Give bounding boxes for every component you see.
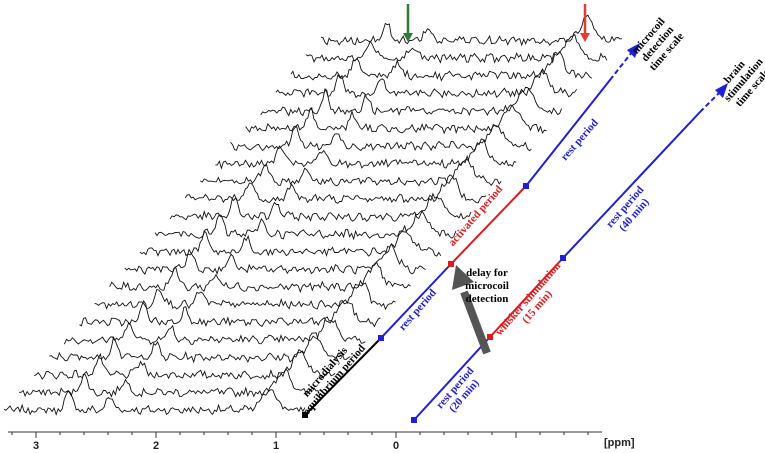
brain-dash	[699, 91, 721, 113]
label-line: rest period	[397, 287, 439, 333]
spectrum-line	[169, 192, 472, 223]
spectrum-line	[63, 316, 366, 345]
x-tick-label: 1	[273, 440, 279, 452]
spectrum-line	[33, 348, 336, 380]
spectrum-line	[49, 332, 351, 364]
label-line: delay for	[466, 267, 508, 279]
spectrum-line	[275, 68, 578, 99]
brain-node	[560, 255, 566, 261]
microcoil-node	[523, 183, 529, 189]
spectrum-line	[3, 387, 306, 416]
brain-node	[487, 334, 493, 340]
spectrum-line	[200, 154, 502, 187]
spectrum-line	[290, 50, 593, 82]
spectrum-line	[94, 282, 396, 311]
label-line: rest period	[559, 117, 601, 163]
delay-arrow-head	[452, 265, 474, 290]
spectrum-line	[139, 224, 442, 257]
x-tick-label: 0	[393, 440, 399, 452]
spectrum-line	[260, 86, 563, 117]
peak-arrow-red-head	[580, 33, 590, 42]
spectra-stack	[3, 14, 623, 416]
microcoil-arrowhead	[627, 43, 640, 58]
brain-seg-rest1	[413, 336, 491, 421]
peak-arrow-green-head	[403, 33, 413, 42]
brain-arrowhead	[715, 83, 728, 98]
spectrum-line	[245, 104, 547, 135]
microcoil-start	[302, 412, 308, 418]
label-line: detection	[466, 293, 509, 305]
spectrum-line	[184, 174, 487, 204]
spectrum-line	[230, 123, 532, 152]
brain-seg-whisker	[489, 257, 564, 338]
x-axis-label: [ppm]	[604, 437, 635, 449]
microcoil-label-rest1: rest period	[397, 287, 439, 333]
spectrum-line	[215, 139, 517, 170]
spectrum-line	[320, 14, 623, 47]
spectrum-line	[305, 33, 608, 64]
microcoil-seg-rest1	[380, 263, 452, 339]
brain-label-rest2: rest period(40 min)	[604, 184, 655, 238]
microcoil-label-equilibrium: microdialysisequilibrium period	[292, 335, 368, 418]
microcoil-time-scale-label: microcoildetectiontime scale	[629, 15, 687, 74]
x-tick-label: 2	[153, 440, 159, 452]
delay-arrow	[460, 290, 491, 355]
brain-seg-rest2	[562, 111, 701, 259]
brain-time-scale-label: brainstimulationtime scale	[713, 48, 765, 112]
delay-label: delay for microcoil detection	[465, 267, 509, 305]
spectrum-line	[109, 261, 411, 294]
spectrum-line	[124, 242, 426, 275]
spectrum-line	[79, 299, 381, 328]
ppm-axis: 3 2 1 0 [ppm]	[8, 431, 635, 452]
microcoil-seg-rest2	[525, 79, 611, 187]
microcoil-node	[378, 335, 384, 341]
microcoil-dash	[609, 51, 633, 81]
microcoil-seg-activated	[450, 185, 527, 265]
spectrum-line	[19, 367, 321, 398]
microcoil-node	[448, 261, 454, 267]
microcoil-seg-equilibrium	[304, 337, 382, 416]
annotations: delay for microcoil detection	[403, 4, 590, 355]
x-tick-label: 3	[33, 440, 39, 452]
spectrum-line	[154, 210, 457, 241]
microcoil-label-rest2: rest period	[559, 117, 601, 163]
brain-label-rest1: rest period(20 min)	[434, 365, 485, 419]
label-line: microcoil	[465, 280, 509, 292]
brain-start	[411, 417, 417, 423]
